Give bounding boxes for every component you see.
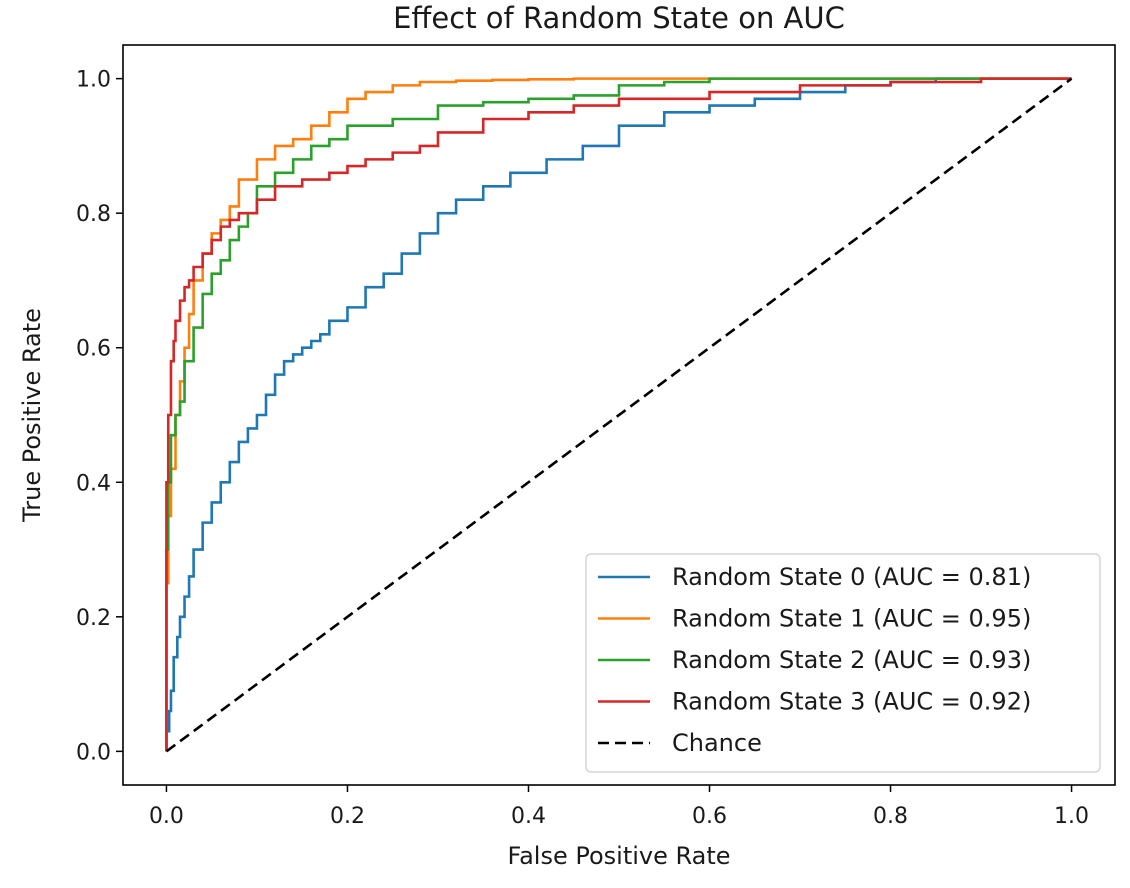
y-tick-label: 0.4 [76, 471, 111, 496]
chart-title: Effect of Random State on AUC [393, 1, 845, 35]
legend-label-0: Random State 0 (AUC = 0.81) [672, 563, 1031, 591]
series-line-3 [165, 77, 1072, 752]
y-tick-label: 0.2 [76, 606, 111, 631]
y-tick-label: 0.6 [76, 337, 111, 362]
y-tick-label: 1.0 [76, 68, 111, 93]
x-tick-label: 0.6 [692, 804, 727, 829]
series-line-2 [165, 77, 1072, 752]
y-axis-ticks: 0.0 0.2 0.4 0.6 0.8 1.0 [76, 68, 123, 765]
x-tick-label: 0.2 [330, 804, 365, 829]
x-tick-label: 0.0 [149, 804, 184, 829]
y-tick-label: 0.0 [76, 740, 111, 765]
x-tick-label: 0.4 [511, 804, 546, 829]
legend-label-4: Chance [672, 729, 762, 757]
plot-lines [165, 77, 1073, 753]
legend: Random State 0 (AUC = 0.81) Random State … [585, 553, 1101, 773]
x-tick-label: 0.8 [873, 804, 908, 829]
legend-label-2: Random State 2 (AUC = 0.93) [672, 646, 1031, 674]
series-line-0 [165, 77, 1072, 752]
x-tick-label: 1.0 [1054, 804, 1089, 829]
y-axis-label: True Positive Rate [18, 308, 46, 523]
legend-box [585, 553, 1101, 773]
plot-frame [122, 44, 1116, 786]
y-tick-label: 0.8 [76, 202, 111, 227]
series-line-1 [165, 77, 1072, 752]
x-axis-label: False Positive Rate [507, 842, 730, 870]
x-axis-ticks: 0.0 0.2 0.4 0.6 0.8 1.0 [149, 785, 1089, 829]
legend-label-3: Random State 3 (AUC = 0.92) [672, 688, 1031, 716]
series-line-4 [165, 77, 1073, 753]
legend-label-1: Random State 1 (AUC = 0.95) [672, 605, 1031, 633]
